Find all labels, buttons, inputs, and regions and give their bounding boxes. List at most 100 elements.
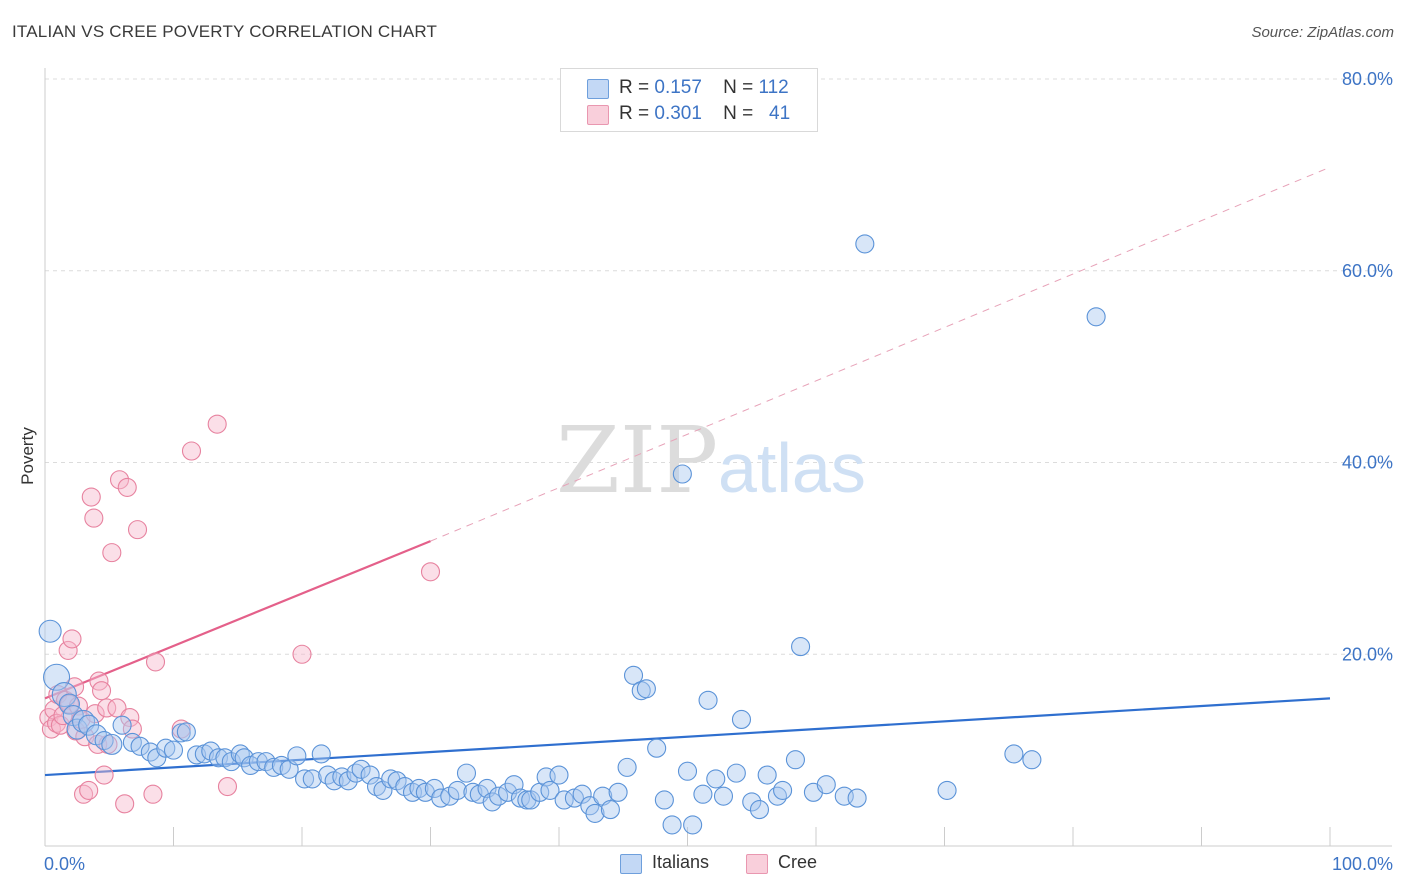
italians-point	[346, 763, 366, 783]
cree-point	[181, 441, 202, 461]
italians-point	[636, 679, 656, 699]
correlation-legend: R = 0.157 N = 112 R = 0.301 N = 41	[560, 68, 818, 132]
italians-point	[672, 464, 692, 484]
italians-point	[623, 665, 644, 685]
italians-point	[72, 709, 96, 733]
axes	[44, 68, 1392, 847]
cree-point	[207, 414, 227, 434]
italians-point	[302, 769, 322, 789]
cree-point	[127, 520, 148, 540]
italians-point	[256, 752, 276, 772]
italians-point	[855, 234, 875, 254]
cree-n-label: N =	[723, 103, 754, 124]
italians-point	[540, 780, 560, 800]
italians-point	[706, 769, 726, 789]
italians-point	[156, 738, 176, 758]
italians-point	[447, 780, 468, 800]
italians-point	[937, 780, 957, 800]
gridlines	[45, 78, 1392, 655]
italians-point	[791, 637, 811, 657]
italians-point	[58, 693, 80, 715]
italians-n-label: N =	[723, 77, 754, 98]
cree-n-value: 41	[769, 103, 791, 124]
cree-point	[109, 470, 130, 490]
italians-point	[176, 722, 196, 742]
italians-r-label: R =	[619, 77, 650, 98]
italians-point	[498, 782, 518, 802]
italians-point	[287, 746, 307, 766]
italians-point	[112, 715, 132, 735]
watermark: ZIP atlas	[556, 407, 866, 514]
italians-point	[94, 730, 114, 751]
italians-point	[617, 757, 637, 777]
italians-point	[731, 709, 752, 729]
italians-point	[1022, 750, 1042, 770]
italians-point	[549, 765, 569, 785]
italians-point	[1086, 307, 1106, 327]
cree-point	[420, 562, 441, 582]
tick-labels: 20.0% 40.0% 60.0% 80.0% 0.0% 100.0%	[44, 69, 1393, 874]
italians-point	[360, 765, 380, 785]
italians-point	[440, 786, 460, 806]
x-tick-label-min: 0.0%	[44, 854, 85, 874]
cree-point	[79, 780, 99, 800]
italians-point	[647, 738, 667, 758]
data-points	[38, 234, 1106, 835]
cree-point	[94, 765, 114, 785]
cree-point	[85, 704, 105, 724]
italians-point	[693, 784, 713, 804]
italians-point	[66, 718, 88, 740]
cree-point	[97, 698, 117, 718]
italians-point	[662, 815, 682, 835]
y-tick-label: 20.0%	[1342, 644, 1393, 664]
cree-point	[74, 784, 94, 804]
italians-point	[463, 782, 483, 802]
italians-point	[130, 736, 150, 756]
italians-point	[338, 771, 358, 791]
italians-point	[234, 748, 254, 768]
watermark-zip: ZIP	[556, 407, 718, 514]
italians-point	[600, 800, 620, 820]
y-tick-label: 40.0%	[1342, 453, 1393, 473]
cree-trend-line	[44, 540, 431, 700]
x-tick-label-max: 100.0%	[1332, 854, 1393, 874]
italians-n-value: 112	[758, 77, 789, 98]
italians-point	[742, 792, 762, 812]
y-tick-label: 80.0%	[1342, 69, 1393, 89]
cree-point	[84, 508, 104, 528]
cree-r-value: 0.301	[654, 103, 702, 124]
italians-point	[713, 786, 734, 806]
italians-point	[773, 780, 793, 800]
italians-point	[456, 763, 477, 783]
cree-point	[122, 719, 142, 739]
cree-point	[145, 652, 166, 672]
italians-point	[43, 663, 71, 691]
italians-r-value: 0.157	[654, 77, 702, 98]
italians-point	[847, 788, 867, 808]
italians-point	[726, 763, 746, 783]
italians-point	[101, 733, 123, 755]
italians-point	[1004, 744, 1024, 764]
italians-point	[816, 775, 836, 795]
italians-point	[295, 769, 315, 789]
italians-point	[395, 777, 415, 797]
cree-point	[217, 777, 238, 797]
italians-point	[683, 815, 703, 835]
cree-r-label: R =	[619, 103, 650, 124]
italians-point	[264, 757, 284, 777]
cree-point	[81, 487, 101, 507]
italians-point	[677, 761, 698, 781]
cree-point	[91, 681, 112, 701]
italians-point	[208, 748, 229, 768]
italians-point	[38, 619, 62, 643]
cree-point	[102, 543, 122, 563]
italians-point	[201, 741, 221, 761]
italians-point	[51, 681, 77, 708]
cree-trend-extension	[430, 166, 1331, 542]
italians-point	[585, 803, 605, 823]
italians-point	[387, 771, 407, 791]
italians-point	[351, 759, 371, 779]
y-axis-label: Poverty	[18, 427, 37, 485]
cree-point	[120, 707, 140, 728]
